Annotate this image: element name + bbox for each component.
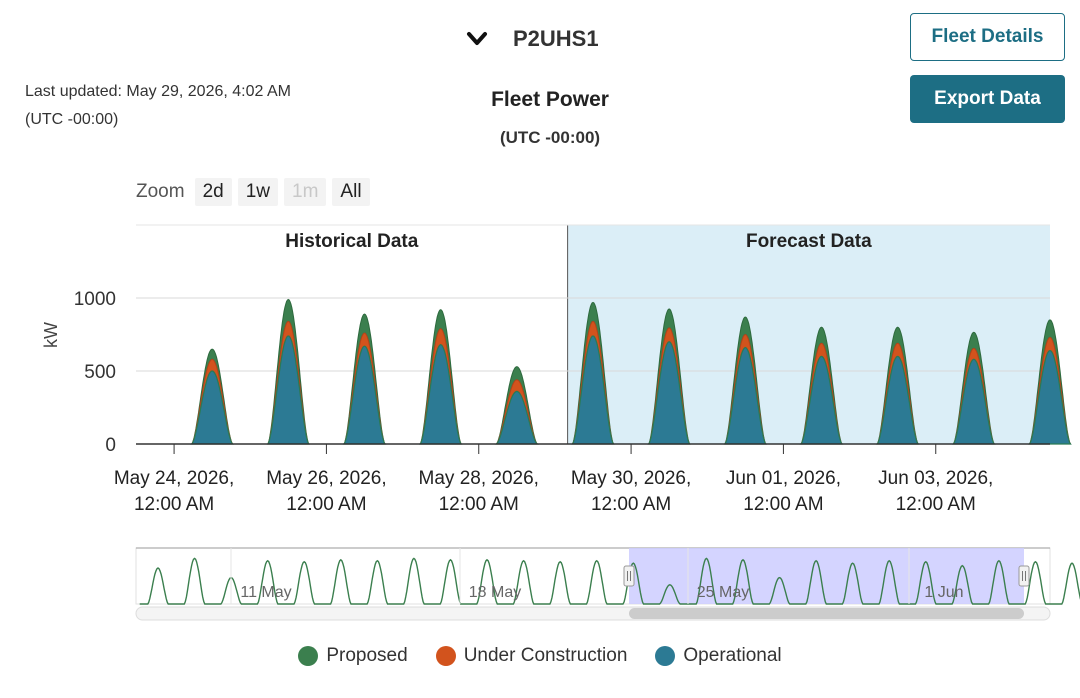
zoom-2d-button[interactable]: 2d xyxy=(194,178,232,206)
chart-title: Fleet Power xyxy=(491,88,609,111)
proposed-swatch-icon xyxy=(298,646,319,666)
navigator-scrollbar-thumb[interactable] xyxy=(629,608,1024,619)
chart-legend: Proposed Under Construction Operational xyxy=(0,645,1080,667)
navigator-date-label: 25 May xyxy=(697,584,749,601)
forecast-band-label: Forecast Data xyxy=(746,231,872,252)
under-construction-swatch-icon xyxy=(435,646,456,666)
chart-heading: Fleet Power (UTC -00:00) xyxy=(440,88,660,148)
series-proposed xyxy=(191,298,1072,445)
operational-swatch-icon xyxy=(655,646,676,666)
x-tick-label: May 24, 2026, xyxy=(114,468,234,489)
site-name: P2UHS1 xyxy=(513,26,599,51)
legend-label-under-construction: Under Construction xyxy=(463,645,628,666)
zoom-all-button[interactable]: All xyxy=(332,178,370,206)
x-tick-label: 12:00 AM xyxy=(286,494,366,515)
navigator-selection-window xyxy=(629,548,1024,604)
historical-band-label: Historical Data xyxy=(285,231,418,252)
y-axis-label: kW xyxy=(41,322,61,348)
zoom-1w-button[interactable]: 1w xyxy=(237,178,279,206)
series-operational xyxy=(190,335,1072,445)
legend-item-under-construction[interactable]: Under Construction xyxy=(435,645,628,667)
navigator-date-label: 1 Jun xyxy=(924,584,963,601)
zoom-label: Zoom xyxy=(136,181,185,202)
navigator-date-label: 11 May xyxy=(240,584,291,601)
last-updated-text: Last updated: May 29, 2026, 4:02 AM xyxy=(25,83,291,100)
export-data-button[interactable]: Export Data xyxy=(910,75,1065,123)
x-tick-label: 12:00 AM xyxy=(439,494,519,515)
x-tick-label: Jun 03, 2026, xyxy=(878,468,993,489)
last-updated-timezone: (UTC -00:00) xyxy=(25,111,119,128)
legend-label-operational: Operational xyxy=(683,645,782,666)
y-tick-label: 500 xyxy=(84,362,116,383)
series-under-construction xyxy=(191,320,1072,445)
last-updated: Last updated: May 29, 2026, 4:02 AM (UTC… xyxy=(25,78,291,134)
zoom-1m-button: 1m xyxy=(284,178,327,206)
x-tick-label: 12:00 AM xyxy=(743,494,823,515)
y-tick-label: 1000 xyxy=(74,289,116,310)
x-tick-label: Jun 01, 2026, xyxy=(726,468,841,489)
navigator-panel xyxy=(135,547,1051,605)
fleet-details-button[interactable]: Fleet Details xyxy=(910,13,1065,61)
y-tick-label: 0 xyxy=(105,435,116,456)
chart-subtitle: (UTC -00:00) xyxy=(499,128,601,147)
x-tick-label: 12:00 AM xyxy=(896,494,976,515)
legend-item-operational[interactable]: Operational xyxy=(655,645,782,667)
chevron-down-icon[interactable] xyxy=(465,27,489,51)
x-tick-label: May 28, 2026, xyxy=(419,468,539,489)
site-selector[interactable]: P2UHS1 xyxy=(465,22,599,56)
navigator-scrollbar-track[interactable] xyxy=(135,606,1051,621)
x-tick-label: 12:00 AM xyxy=(134,494,214,515)
zoom-selector: Zoom 2d 1w 1m All xyxy=(136,178,370,206)
x-tick-label: May 26, 2026, xyxy=(266,468,386,489)
navigator-right-handle[interactable] xyxy=(1018,565,1030,587)
legend-label-proposed: Proposed xyxy=(326,645,408,666)
forecast-band xyxy=(567,225,1050,444)
navigator-date-label: 18 May xyxy=(469,584,521,601)
x-tick-label: 12:00 AM xyxy=(591,494,671,515)
x-tick-label: May 30, 2026, xyxy=(571,468,691,489)
navigator-left-handle[interactable] xyxy=(623,565,635,587)
legend-item-proposed[interactable]: Proposed xyxy=(298,645,408,667)
navigator-series-line xyxy=(139,557,1080,605)
